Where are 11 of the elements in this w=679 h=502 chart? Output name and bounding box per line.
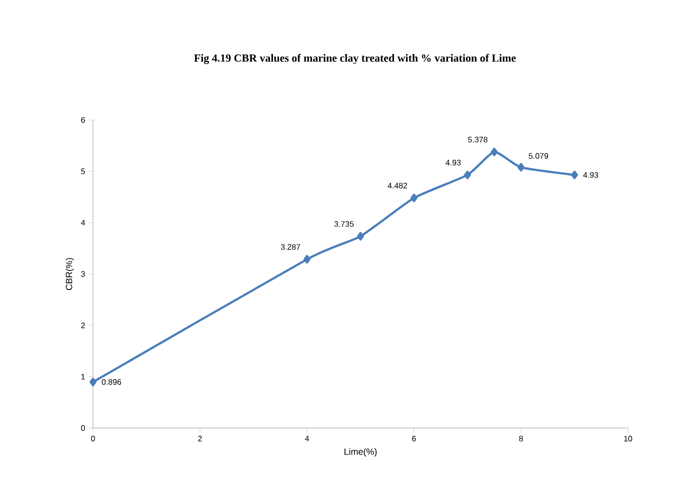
x-axis-title: Lime(%) <box>344 448 377 457</box>
point <box>304 254 310 264</box>
y-axis-title: CBR(%) <box>66 258 74 290</box>
point <box>90 378 96 386</box>
point <box>410 194 418 202</box>
point <box>571 170 578 180</box>
point <box>464 170 471 180</box>
point <box>518 163 524 172</box>
point <box>490 148 498 156</box>
chart-title: Fig 4.19 CBR values of marine clay treated with % variation of Lime <box>194 54 516 64</box>
point <box>357 232 364 241</box>
